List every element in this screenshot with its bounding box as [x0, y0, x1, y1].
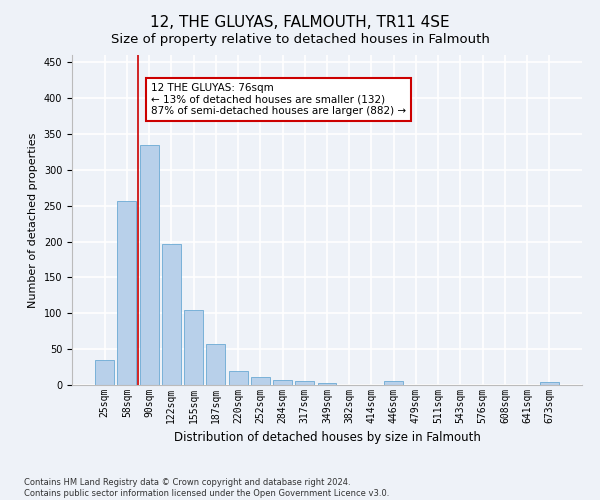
X-axis label: Distribution of detached houses by size in Falmouth: Distribution of detached houses by size … [173, 432, 481, 444]
Text: 12 THE GLUYAS: 76sqm
← 13% of detached houses are smaller (132)
87% of semi-deta: 12 THE GLUYAS: 76sqm ← 13% of detached h… [151, 83, 406, 116]
Bar [184, 310, 203, 385]
Text: 12, THE GLUYAS, FALMOUTH, TR11 4SE: 12, THE GLUYAS, FALMOUTH, TR11 4SE [150, 15, 450, 30]
Bar [118, 202, 136, 385]
Bar [384, 382, 403, 385]
Bar [95, 360, 114, 385]
Bar [162, 244, 181, 385]
Text: Contains HM Land Registry data © Crown copyright and database right 2024.
Contai: Contains HM Land Registry data © Crown c… [24, 478, 389, 498]
Bar [206, 344, 225, 385]
Bar [317, 383, 337, 385]
Bar [251, 377, 270, 385]
Bar [540, 382, 559, 385]
Bar [295, 382, 314, 385]
Bar [273, 380, 292, 385]
Y-axis label: Number of detached properties: Number of detached properties [28, 132, 38, 308]
Bar [140, 144, 158, 385]
Bar [229, 372, 248, 385]
Text: Size of property relative to detached houses in Falmouth: Size of property relative to detached ho… [110, 32, 490, 46]
